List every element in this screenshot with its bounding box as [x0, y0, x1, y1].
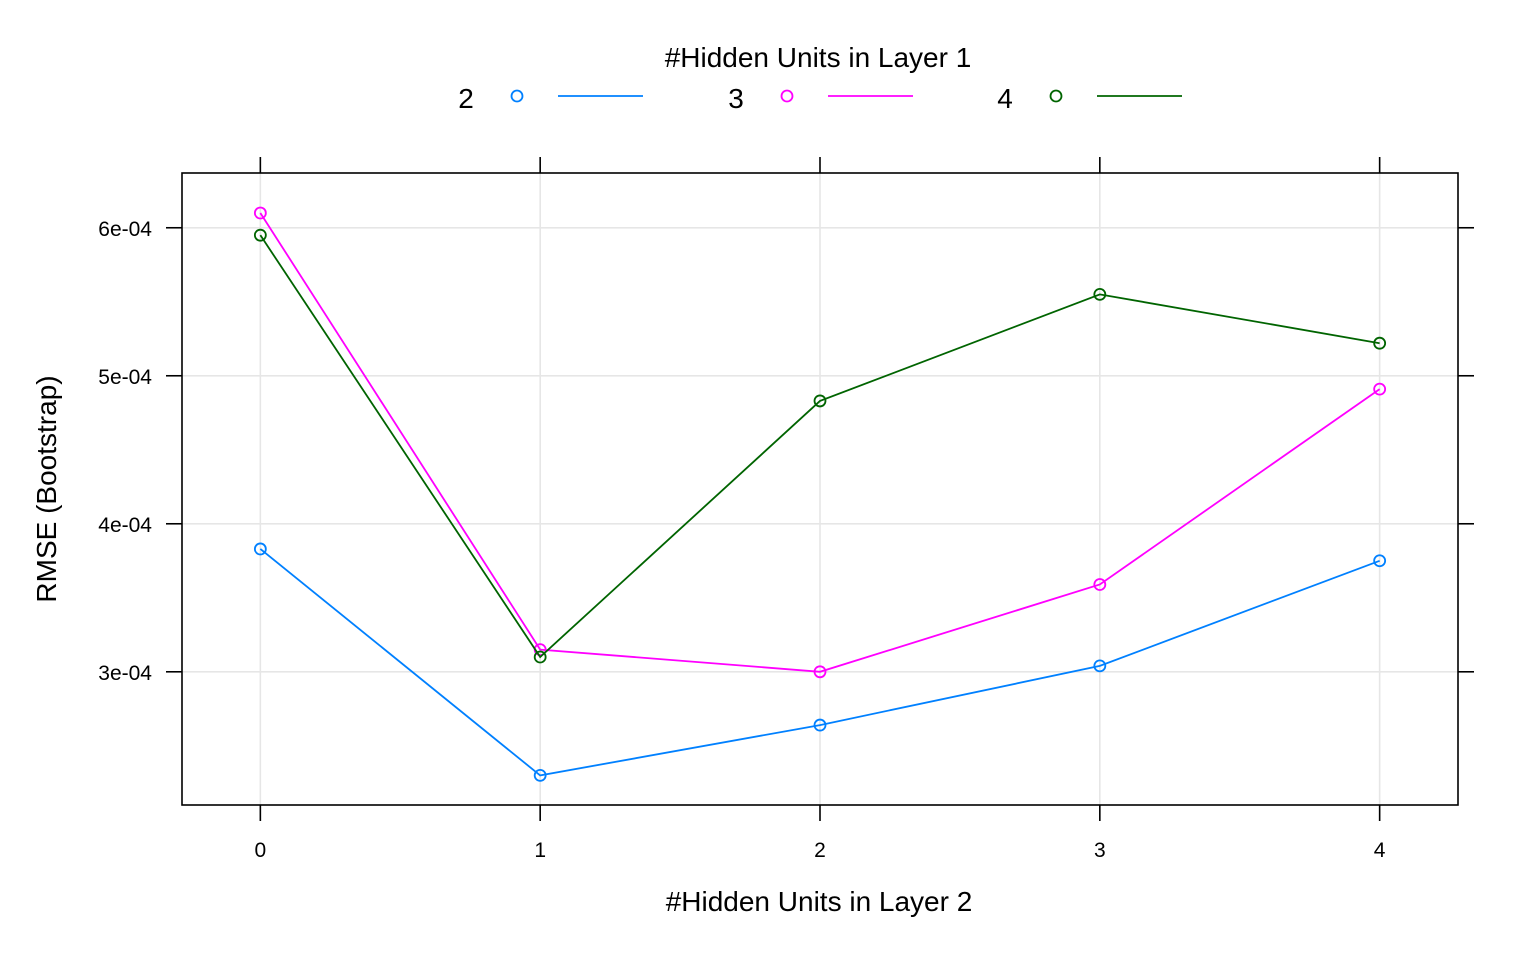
legend-label-3: 3	[728, 83, 744, 114]
data-point-2	[533, 768, 547, 782]
legend-point-3	[780, 89, 794, 103]
data-point-2	[1373, 554, 1387, 568]
data-point-2	[253, 542, 267, 556]
data-point-3	[813, 665, 827, 679]
y-axis-label: RMSE (Bootstrap)	[31, 375, 62, 602]
data-point-2	[813, 718, 827, 732]
data-point-4	[1373, 336, 1387, 350]
data-point-4	[813, 394, 827, 408]
y-tick-label: 6e-04	[98, 218, 152, 241]
x-tick-label: 2	[814, 839, 826, 862]
x-axis-label: #Hidden Units in Layer 2	[666, 886, 973, 917]
legend-point-2	[510, 89, 524, 103]
data-point-4	[253, 228, 267, 242]
data-point-4	[533, 650, 547, 664]
y-tick-label: 4e-04	[98, 514, 152, 537]
legend-point-4	[1049, 89, 1063, 103]
data-point-3	[1093, 578, 1107, 591]
series-line-4	[259, 234, 1380, 659]
legend: #Hidden Units in Layer 1 2 3 4	[458, 42, 1182, 114]
x-tick-label: 1	[534, 839, 546, 862]
x-tick-label: 3	[1094, 839, 1106, 862]
y-tick-label: 5e-04	[98, 366, 152, 389]
x-tick-label: 4	[1374, 839, 1386, 862]
data-point-3	[1373, 382, 1387, 396]
series-line-2	[259, 548, 1380, 777]
legend-label-4: 4	[997, 83, 1013, 114]
axis-ticks: 0 1 2 3 4 3e-04 4e-04 5e-04 6e-04	[98, 157, 1474, 862]
y-tick-label: 3e-04	[98, 662, 152, 685]
legend-label-2: 2	[458, 83, 474, 114]
series-layer	[253, 206, 1387, 782]
data-point-4	[1093, 287, 1107, 301]
legend-title: #Hidden Units in Layer 1	[665, 42, 972, 73]
x-tick-label: 0	[255, 839, 267, 862]
data-point-2	[1093, 659, 1107, 673]
series-line-3	[259, 212, 1381, 673]
grid	[182, 173, 1458, 805]
data-point-3	[253, 206, 267, 220]
